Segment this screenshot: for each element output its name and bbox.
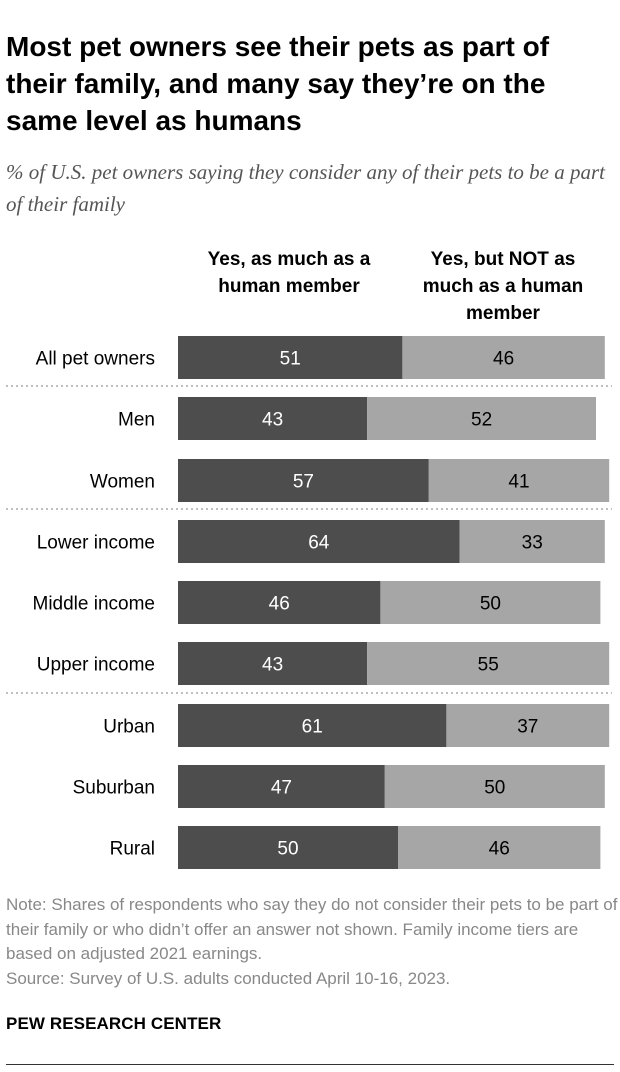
bottom-rule	[6, 1064, 614, 1065]
bar-women-not-as-much	[428, 459, 610, 502]
bar-upper-income-as-much	[178, 642, 368, 685]
pew-research-center-logo: PEW RESEARCH CENTER	[6, 1014, 222, 1033]
bar-women-as-much	[178, 459, 429, 502]
chart-title: Most pet owners see their pets as part o…	[6, 31, 550, 136]
category-label-women: Women	[90, 472, 155, 493]
bar-urban-not-as-much	[446, 704, 610, 747]
data-label-lower-income-not-as-much: 33	[522, 533, 543, 554]
stacked-bar-chart: All pet owners 51 46 Men 43 52 Women 57 41 Lower …	[6, 336, 612, 869]
bar-lower-income-as-much	[178, 520, 460, 563]
category-label-men: Men	[118, 410, 155, 431]
bar-urban-as-much	[178, 704, 447, 747]
data-label-urban-as-much: 61	[302, 717, 323, 738]
bar-men-as-much	[178, 397, 368, 440]
legend-label-not-as-much-as-human: Yes, but NOT as much as a human member	[422, 249, 584, 324]
data-label-men-not-as-much: 52	[471, 410, 492, 431]
bar-middle-income-not-as-much	[380, 581, 601, 624]
bar-rural-not-as-much	[398, 826, 601, 869]
category-label-lower-income: Lower income	[37, 533, 155, 554]
data-label-women-not-as-much: 41	[508, 472, 529, 493]
category-label-middle-income: Middle income	[33, 594, 156, 615]
data-label-suburban-not-as-much: 50	[484, 778, 505, 799]
data-label-urban-not-as-much: 37	[517, 717, 538, 738]
source-text: Source: Survey of U.S. adults conducted …	[6, 968, 451, 988]
data-label-men-as-much: 43	[262, 410, 283, 431]
bar-middle-income-as-much	[178, 581, 381, 624]
data-label-upper-income-as-much: 43	[262, 655, 283, 676]
data-label-suburban-as-much: 47	[271, 778, 292, 799]
chart-subtitle: % of U.S. pet owners saying they conside…	[6, 160, 606, 216]
data-label-upper-income-not-as-much: 55	[478, 655, 499, 676]
bar-suburban-not-as-much	[384, 765, 605, 808]
data-label-women-as-much: 57	[293, 472, 314, 493]
data-label-lower-income-as-much: 64	[308, 533, 330, 554]
bar-lower-income-not-as-much	[459, 520, 605, 563]
category-label-suburban: Suburban	[73, 778, 155, 799]
data-label-all-pet-owners-not-as-much: 46	[493, 349, 514, 370]
data-label-all-pet-owners-as-much: 51	[280, 349, 301, 370]
bar-upper-income-not-as-much	[367, 642, 610, 685]
chart-footnote: Note: Shares of respondents who say they…	[6, 893, 618, 991]
category-label-upper-income: Upper income	[37, 655, 155, 676]
bar-all-pet-owners-as-much	[178, 336, 403, 379]
data-label-rural-as-much: 50	[277, 839, 298, 860]
category-label-rural: Rural	[110, 839, 155, 860]
category-label-all-pet-owners: All pet owners	[36, 349, 155, 370]
bar-all-pet-owners-not-as-much	[402, 336, 605, 379]
data-label-middle-income-as-much: 46	[269, 594, 290, 615]
data-label-rural-not-as-much: 46	[489, 839, 510, 860]
bar-men-not-as-much	[367, 397, 596, 440]
bar-rural-as-much	[178, 826, 398, 869]
category-label-urban: Urban	[103, 717, 155, 738]
data-label-middle-income-not-as-much: 50	[480, 594, 501, 615]
legend-label-as-much-as-human: Yes, as much as a human member	[207, 249, 371, 297]
bar-suburban-as-much	[178, 765, 385, 808]
note-text: Note: Shares of respondents who say they…	[6, 895, 618, 963]
